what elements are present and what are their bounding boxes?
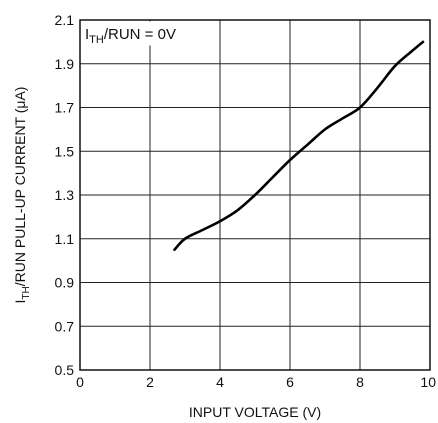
y-tick-labels: 0.5 0.7 0.9 1.1 1.3 1.5 1.7 1.9 2.1 — [55, 12, 75, 378]
x-tick-labels: 0 2 4 6 8 10 — [76, 374, 436, 390]
x-tick-label: 0 — [76, 374, 84, 390]
annotation-background — [81, 21, 202, 46]
y-axis-label: ITH/RUN PULL-UP CURRENT (μA) — [12, 87, 32, 304]
x-tick-label: 8 — [356, 374, 364, 390]
plot-frame — [79, 19, 431, 371]
annotation-subscript: TH — [89, 34, 104, 46]
y-tick-label: 1.1 — [55, 231, 75, 247]
y-tick-label: 0.5 — [55, 362, 75, 378]
y-tick-label: 1.3 — [55, 187, 75, 203]
annotation-rest: /RUN = 0V — [104, 26, 176, 43]
y-tick-label: 1.9 — [55, 56, 75, 72]
y-tick-label: 1.7 — [55, 100, 75, 116]
x-tick-label: 2 — [146, 374, 154, 390]
annotation: ITH/RUN = 0V — [85, 26, 176, 46]
y-tick-label: 1.5 — [55, 143, 75, 159]
x-tick-label: 4 — [216, 374, 224, 390]
y-axis-label-main: I — [12, 300, 28, 304]
y-tick-label: 0.7 — [55, 318, 75, 334]
x-tick-label: 10 — [420, 374, 436, 390]
series-line — [173, 40, 425, 251]
y-axis-label-rest: /RUN PULL-UP CURRENT (μA) — [12, 87, 28, 287]
y-axis-label-subscript: TH — [21, 286, 32, 299]
x-tick-label: 6 — [286, 374, 294, 390]
x-axis-label: INPUT VOLTAGE (V) — [189, 404, 321, 420]
y-tick-label: 0.9 — [55, 275, 75, 291]
annotation-main: I — [85, 26, 89, 43]
y-tick-label: 2.1 — [55, 12, 75, 28]
grid — [80, 20, 430, 370]
